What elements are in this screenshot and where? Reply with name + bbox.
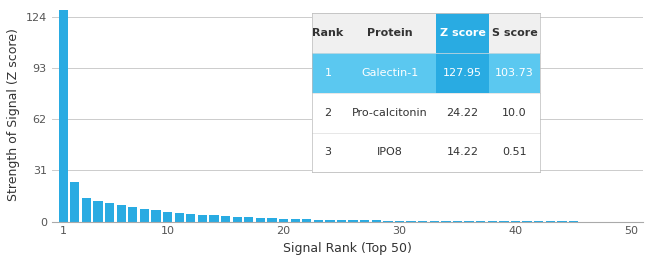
Bar — [418, 221, 427, 222]
Bar — [116, 205, 126, 222]
Bar — [314, 220, 323, 222]
Bar — [395, 221, 404, 222]
Bar — [279, 219, 288, 222]
Bar — [430, 221, 439, 222]
Bar — [70, 182, 79, 222]
Bar — [337, 220, 346, 222]
Bar — [302, 219, 311, 222]
X-axis label: Signal Rank (Top 50): Signal Rank (Top 50) — [283, 242, 411, 255]
Bar — [82, 198, 91, 222]
Bar — [209, 215, 218, 222]
Bar — [175, 213, 184, 222]
Bar — [105, 203, 114, 222]
Bar — [94, 201, 103, 222]
Bar — [384, 221, 393, 222]
Bar — [406, 221, 416, 222]
Bar — [128, 207, 137, 222]
Bar — [267, 218, 277, 222]
Bar — [325, 220, 335, 222]
Bar — [441, 221, 450, 222]
Bar — [453, 221, 462, 222]
Bar — [163, 211, 172, 222]
Bar — [198, 215, 207, 222]
Bar — [348, 220, 358, 222]
Bar — [221, 216, 230, 222]
Bar — [476, 221, 486, 222]
Bar — [291, 219, 300, 222]
Bar — [465, 221, 474, 222]
Bar — [244, 217, 254, 222]
Bar — [151, 210, 161, 222]
Bar — [255, 218, 265, 222]
Bar — [58, 10, 68, 222]
Bar — [233, 217, 242, 222]
Bar — [488, 221, 497, 222]
Bar — [360, 220, 369, 222]
Bar — [372, 220, 381, 222]
Bar — [511, 221, 520, 222]
Bar — [186, 214, 196, 222]
Bar — [499, 221, 508, 222]
Y-axis label: Strength of Signal (Z score): Strength of Signal (Z score) — [7, 28, 20, 201]
Bar — [140, 209, 149, 222]
